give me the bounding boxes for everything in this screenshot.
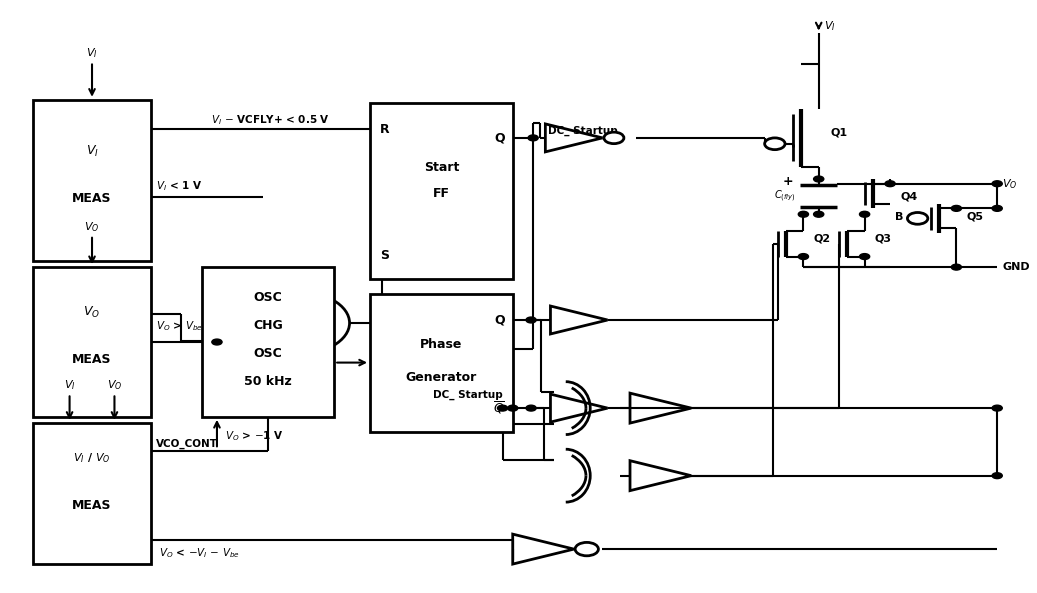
Text: GND: GND: [1003, 262, 1030, 272]
Text: 50 kHz: 50 kHz: [244, 375, 291, 388]
Text: $V_I$: $V_I$: [63, 378, 76, 391]
Text: MEAS: MEAS: [73, 353, 112, 366]
Circle shape: [814, 211, 823, 217]
Text: Q2: Q2: [814, 234, 831, 244]
Text: Generator: Generator: [405, 371, 477, 384]
Bar: [33, 267, 150, 417]
Text: $V_O$ > $-$1 V: $V_O$ > $-$1 V: [225, 429, 284, 442]
Text: DC_ Startup: DC_ Startup: [549, 126, 618, 136]
Bar: [370, 103, 512, 279]
Circle shape: [498, 405, 508, 411]
Text: $V_I$: $V_I$: [86, 144, 99, 159]
Bar: [33, 423, 150, 564]
Text: $V_O$: $V_O$: [84, 220, 100, 234]
Text: $V_I$ $-$ VCFLY+ < 0.5 V: $V_I$ $-$ VCFLY+ < 0.5 V: [211, 113, 330, 127]
Circle shape: [860, 254, 870, 260]
Circle shape: [951, 205, 961, 211]
Circle shape: [604, 132, 624, 144]
Text: Start: Start: [424, 161, 459, 174]
Text: R: R: [381, 123, 390, 136]
Text: Q1: Q1: [831, 127, 848, 137]
Bar: [370, 294, 512, 432]
Text: $V_I$: $V_I$: [86, 46, 97, 60]
Circle shape: [798, 254, 809, 260]
Circle shape: [907, 212, 928, 224]
Text: $V_O$: $V_O$: [1003, 177, 1017, 190]
Circle shape: [992, 181, 1003, 187]
Text: Q: Q: [494, 132, 505, 144]
Circle shape: [508, 405, 517, 411]
Text: Q3: Q3: [875, 234, 892, 244]
Circle shape: [860, 211, 870, 217]
Text: $V_I$ < 1 V: $V_I$ < 1 V: [156, 179, 202, 193]
Text: MEAS: MEAS: [73, 192, 112, 205]
Text: $V_O$ > $V_{be}$: $V_O$ > $V_{be}$: [156, 319, 202, 333]
Circle shape: [992, 405, 1003, 411]
Text: S: S: [381, 249, 389, 262]
Circle shape: [764, 138, 785, 149]
Circle shape: [951, 264, 961, 270]
Circle shape: [814, 176, 823, 182]
Bar: [33, 100, 150, 262]
Text: $V_I$: $V_I$: [823, 20, 836, 33]
Text: $V_O$: $V_O$: [83, 305, 101, 320]
Circle shape: [526, 405, 536, 411]
Text: $\overline{Q}$: $\overline{Q}$: [493, 400, 505, 416]
Text: Q4: Q4: [900, 192, 918, 202]
Circle shape: [798, 211, 809, 217]
Circle shape: [212, 339, 222, 345]
Text: Q5: Q5: [966, 212, 983, 222]
Circle shape: [992, 473, 1003, 479]
Text: Phase: Phase: [420, 339, 463, 352]
Circle shape: [528, 135, 538, 141]
Text: DC_ Startup: DC_ Startup: [432, 390, 503, 400]
Text: CHG: CHG: [253, 319, 283, 332]
Text: MEAS: MEAS: [73, 499, 112, 512]
Text: +: +: [783, 176, 793, 189]
Text: FF: FF: [432, 187, 450, 200]
Text: B: B: [895, 212, 903, 222]
Circle shape: [992, 205, 1003, 211]
Text: $V_O$: $V_O$: [107, 378, 122, 391]
Text: Q: Q: [494, 314, 505, 327]
Text: OSC: OSC: [254, 292, 282, 304]
Text: $V_O$ < $-V_I$ $-$ $V_{be}$: $V_O$ < $-V_I$ $-$ $V_{be}$: [159, 546, 240, 560]
Text: $V_I$ / $V_O$: $V_I$ / $V_O$: [74, 451, 111, 465]
Circle shape: [576, 543, 598, 556]
Circle shape: [526, 317, 536, 323]
Circle shape: [885, 181, 895, 187]
Text: VCO_CONT: VCO_CONT: [156, 439, 218, 449]
Bar: [201, 267, 334, 417]
Text: OSC: OSC: [254, 347, 282, 361]
Text: $C_{(fly)}$: $C_{(fly)}$: [775, 189, 796, 204]
